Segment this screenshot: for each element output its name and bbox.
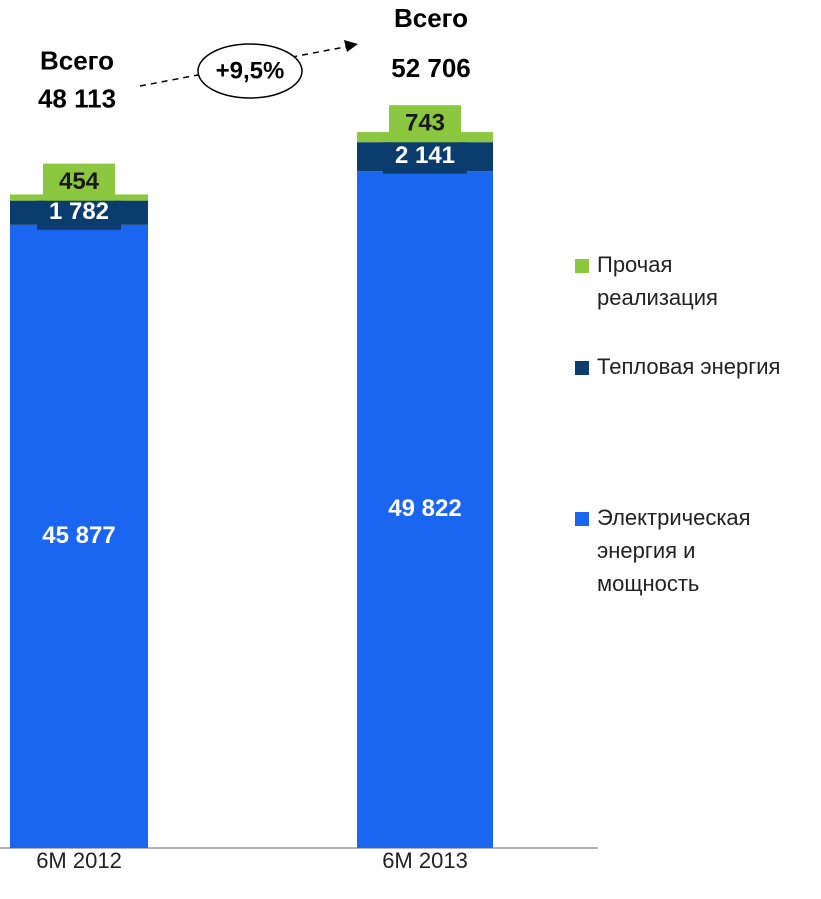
label-box [43,163,115,201]
legend-label: Электрическая энергия и мощность [597,505,751,596]
legend-item: Прочая реализация [575,252,735,314]
growth-arrow [139,45,351,87]
legend-item: Тепловая энергия [575,354,821,383]
total-title: Всего [394,3,468,33]
growth-ellipse [197,43,303,99]
x-tick-label: 6M 2012 [36,848,122,873]
label-box [383,139,467,174]
total-label: 48 113 [38,83,116,113]
value-label: 454 [59,168,100,195]
total-title: Всего [40,45,114,75]
x-tick-label: 6M 2013 [382,848,468,873]
value-label: 743 [405,110,445,137]
value-label: 45 877 [42,522,115,549]
arrow-head [344,40,358,52]
bar-segment [357,171,493,848]
bar-segment [10,224,148,849]
value-label: 49 822 [388,495,461,522]
value-label: 2 141 [395,142,455,169]
legend-label: Тепловая энергия [597,354,781,379]
label-box [37,195,121,230]
total-label: 52 706 [391,53,471,83]
growth-label: +9,5% [216,57,285,84]
value-label: 1 782 [49,198,109,225]
label-box [389,105,461,143]
legend-swatch [575,361,589,375]
legend-swatch [575,512,589,526]
legend-label: Прочая реализация [597,252,718,310]
legend-swatch [575,259,589,273]
legend-item: Электрическая энергия и мощность [575,505,751,600]
